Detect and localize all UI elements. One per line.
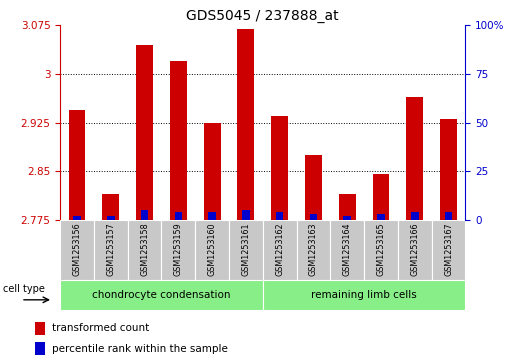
Bar <box>310 214 317 220</box>
Text: percentile rank within the sample: percentile rank within the sample <box>52 343 229 354</box>
Bar <box>242 210 249 220</box>
Bar <box>94 220 128 280</box>
Text: GSM1253162: GSM1253162 <box>275 222 284 276</box>
Text: chondrocyte condensation: chondrocyte condensation <box>92 290 231 300</box>
Bar <box>175 212 182 220</box>
Bar <box>208 212 216 220</box>
Bar <box>305 155 322 220</box>
Bar <box>73 216 81 220</box>
Bar <box>364 220 398 280</box>
Bar <box>195 220 229 280</box>
Bar <box>331 220 364 280</box>
Bar <box>398 220 431 280</box>
Bar <box>162 220 195 280</box>
Bar <box>203 123 221 220</box>
Title: GDS5045 / 237888_at: GDS5045 / 237888_at <box>187 9 339 23</box>
Bar <box>141 210 149 220</box>
Bar <box>406 97 423 220</box>
Bar <box>263 280 465 310</box>
Text: GSM1253161: GSM1253161 <box>242 222 251 276</box>
Bar <box>431 220 465 280</box>
Bar <box>271 116 288 220</box>
Text: cell type: cell type <box>3 284 45 294</box>
Bar <box>263 220 297 280</box>
Text: GSM1253166: GSM1253166 <box>411 222 419 276</box>
Bar <box>440 119 457 220</box>
Bar <box>170 61 187 220</box>
Bar <box>445 212 452 220</box>
Bar <box>372 174 390 220</box>
Bar <box>69 110 85 220</box>
Text: transformed count: transformed count <box>52 323 150 334</box>
Text: GSM1253164: GSM1253164 <box>343 222 352 276</box>
Text: GSM1253159: GSM1253159 <box>174 222 183 276</box>
Bar <box>136 45 153 220</box>
Text: GSM1253167: GSM1253167 <box>444 222 453 276</box>
Bar <box>35 342 46 355</box>
Text: GSM1253165: GSM1253165 <box>377 222 385 276</box>
Bar <box>411 212 418 220</box>
Bar <box>276 212 283 220</box>
Bar <box>60 220 94 280</box>
Bar <box>229 220 263 280</box>
Bar <box>103 194 119 220</box>
Text: GSM1253156: GSM1253156 <box>73 222 82 276</box>
Bar <box>60 280 263 310</box>
Bar <box>237 29 254 220</box>
Bar <box>297 220 331 280</box>
Text: GSM1253157: GSM1253157 <box>106 222 115 276</box>
Bar <box>339 194 356 220</box>
Text: GSM1253160: GSM1253160 <box>208 222 217 276</box>
Text: GSM1253163: GSM1253163 <box>309 222 318 276</box>
Text: remaining limb cells: remaining limb cells <box>311 290 417 300</box>
Bar <box>107 216 115 220</box>
Text: GSM1253158: GSM1253158 <box>140 222 149 276</box>
Bar <box>377 214 385 220</box>
Bar <box>344 216 351 220</box>
Bar <box>128 220 162 280</box>
Bar <box>35 322 46 335</box>
